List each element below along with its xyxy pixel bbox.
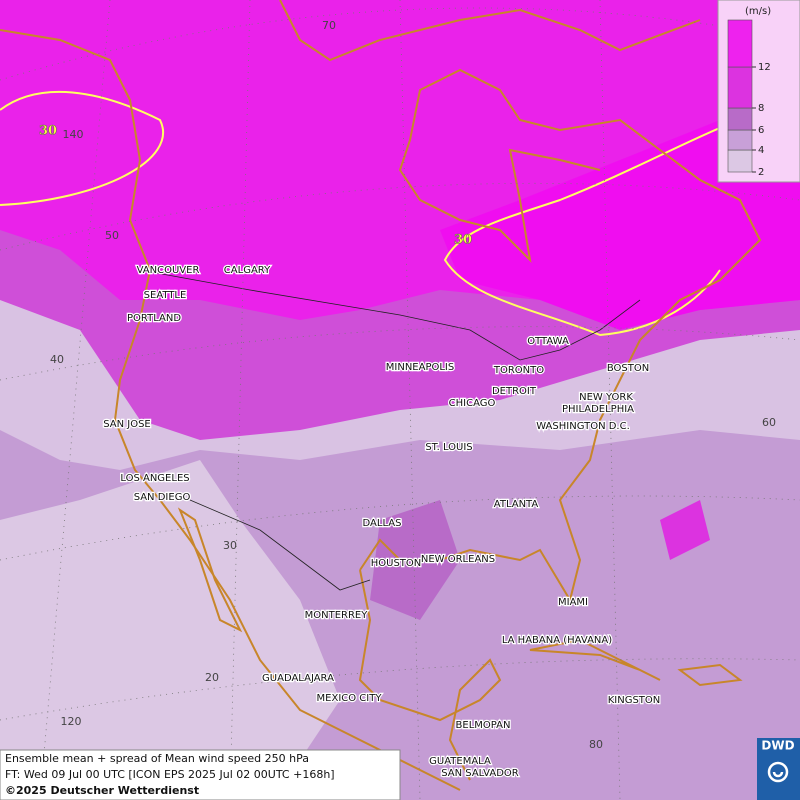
coastline [359,68,762,603]
city-label: VANCOUVER [137,265,200,276]
city-label: TORONTO [493,365,544,376]
legend-tick-label: 4 [758,145,764,156]
legend-swatch [727,19,753,68]
graticule-label: 70 [322,19,336,32]
graticule-label: 50 [105,229,119,242]
city-label: HOUSTON [371,558,422,569]
legend-unit: (m/s) [745,6,771,17]
city-label: DETROIT [492,386,537,397]
city-label: ST. LOUIS [425,442,472,453]
legend-tick-label: 2 [758,167,764,178]
logo-text: DWD [761,739,794,753]
city-label: CALGARY [224,265,271,276]
graticule-label: 140 [63,128,84,141]
city-label: BELMOPAN [456,720,511,731]
city-label: LOS ANGELES [120,473,189,484]
border [189,499,371,591]
city-label: LA HABANA (HAVANA) [502,635,612,646]
city-label: MINNEAPOLIS [386,362,454,373]
city-label: DALLAS [363,518,402,529]
graticule-label: 20 [205,671,219,684]
legend-swatch [727,129,753,151]
coastline [279,0,701,62]
legend-tick-label: 6 [758,125,764,136]
speed-area [440,100,800,330]
legend-swatch [727,149,753,173]
legend-tick-label: 12 [758,62,771,73]
city-label: CHICAGO [449,398,496,409]
logo-icon [767,761,789,783]
graticule-label: 120 [61,715,82,728]
legend-swatch [727,66,753,109]
city-label: NEW YORK [579,392,633,403]
logo-box [757,738,800,800]
city-label: GUADALAJARA [262,673,334,684]
caption-line: FT: Wed 09 Jul 00 UTC [ICON EPS 2025 Jul… [5,768,335,781]
caption-line: Ensemble mean + spread of Mean wind spee… [5,752,309,765]
contour-line [443,99,800,337]
speed-area [660,500,710,560]
graticule-label: 60 [762,416,776,429]
city-label: SEATTLE [144,290,187,301]
legend-tick-label: 8 [758,103,764,114]
city-label: PORTLAND [127,313,181,324]
coastline [0,29,461,791]
contour-label: 30 [454,233,472,248]
city-label: MEXICO CITY [317,693,383,704]
city-label: PHILADELPHIA [562,404,634,415]
city-label: MONTERREY [305,610,369,621]
speed-area [0,460,340,760]
city-label: ATLANTA [494,499,539,510]
city-label: WASHINGTON D.C. [536,421,630,432]
city-label: BOSTON [607,363,649,374]
graticule-label: 80 [589,738,603,751]
coastline [177,507,243,633]
city-label: GUATEMALA [429,756,491,767]
city-label: SAN DIEGO [134,492,191,503]
contour-label: 30 [39,124,57,139]
legend-swatch [727,107,753,131]
city-label: OTTAWA [527,336,569,347]
city-label: NEW ORLEANS [421,554,495,565]
border [139,269,641,361]
coastline [529,638,743,687]
city-label: SAN SALVADOR [441,768,518,779]
coastline [358,569,502,781]
copyright: ©2025 Deutscher Wetterdienst [5,784,199,797]
city-label: MIAMI [558,597,588,608]
graticule-label: 30 [223,539,237,552]
contour-line [0,90,164,206]
city-label: SAN JOSE [103,419,151,430]
caption-box [0,749,401,800]
city-label: KINGSTON [608,695,661,706]
graticule-label: 40 [50,353,64,366]
